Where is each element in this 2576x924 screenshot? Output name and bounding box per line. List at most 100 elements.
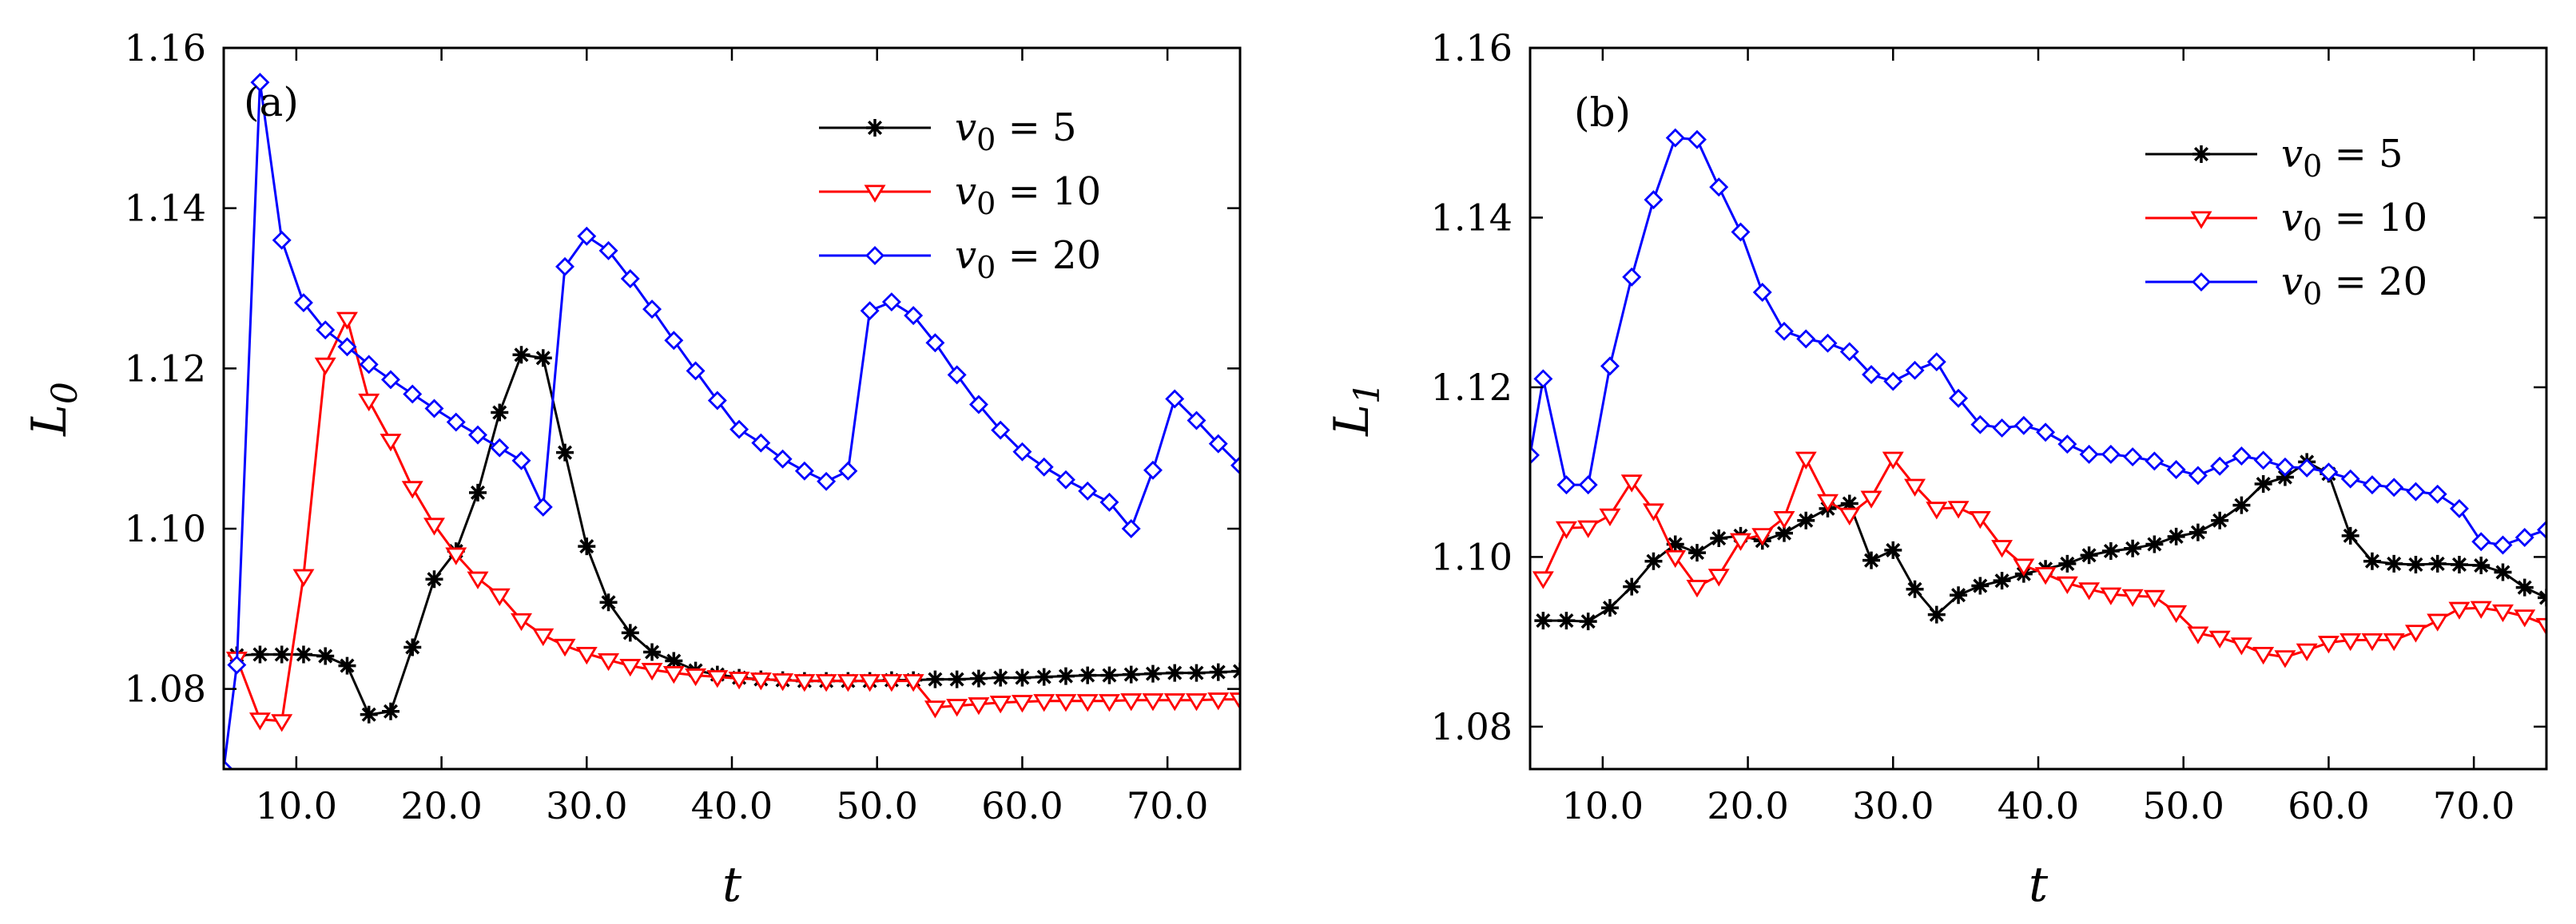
series-2-point: [1055, 470, 1075, 490]
series-2-point: [1862, 365, 1882, 384]
legend-sub: 0: [976, 186, 996, 221]
series-1-point: [554, 638, 576, 657]
x-axis-label: t: [722, 857, 742, 913]
series-1-point: [467, 571, 489, 589]
series-0-point: [1775, 524, 1793, 542]
series-2-point: [2123, 447, 2143, 467]
series-1-point: [358, 393, 380, 412]
series-1-point: [685, 668, 707, 687]
series-1-point: [314, 357, 336, 376]
series-2-point: [686, 361, 706, 381]
series-1-point: [706, 670, 729, 688]
series-2-point: [1012, 442, 1032, 462]
series-1-point: [2427, 613, 2449, 632]
legend-marker-1: [2190, 211, 2212, 229]
series-0-point: [665, 652, 683, 670]
series-1-point: [2187, 626, 2209, 644]
series-2-point: [424, 399, 444, 418]
x-tick-label: 30.0: [546, 784, 627, 827]
series-1-point: [598, 652, 620, 672]
series-2-point: [1926, 352, 1946, 372]
legend-var: v: [2281, 260, 2303, 304]
series-1: [225, 311, 1240, 732]
series-1-point: [1011, 695, 1033, 713]
series-2-point: [1949, 388, 1969, 408]
series-2-point: [2232, 446, 2252, 466]
legend-marker-2: [2192, 272, 2211, 291]
y-tick-label: 1.16: [1431, 26, 1513, 69]
series-0-point: [948, 670, 966, 688]
series-1-point: [1186, 693, 1207, 712]
series-1-point: [815, 674, 837, 692]
series-2-point: [707, 391, 727, 410]
series-1-point: [1860, 490, 1882, 509]
series-2: [1530, 128, 2546, 555]
series-1-point: [248, 712, 271, 731]
legend-entry-1: v0 = 10: [955, 169, 1101, 221]
series-0-point: [2188, 523, 2207, 541]
legend-sub: 0: [2303, 149, 2322, 184]
series-0-point: [969, 669, 988, 688]
series-2-point: [337, 337, 357, 357]
x-tick-label: 50.0: [2143, 784, 2224, 827]
series-0-point: [272, 645, 291, 664]
series-1-point: [1163, 693, 1186, 712]
series-1-point: [641, 663, 663, 681]
series-1-point: [423, 518, 445, 536]
y-tick-label: 1.08: [125, 668, 206, 711]
series-0-point: [1840, 494, 1858, 513]
series-1-point: [1076, 694, 1099, 712]
series-2-point: [904, 306, 924, 326]
series-1-point: [1730, 533, 1751, 551]
series-2-point: [1187, 410, 1207, 430]
series-0-point: [599, 593, 618, 612]
series-1-point: [1620, 474, 1643, 493]
series-1-point: [1882, 451, 1904, 470]
series-1-point: [2296, 643, 2318, 661]
y-axis-label-main: L: [22, 404, 78, 437]
series-2-point: [881, 292, 901, 312]
series-2-point: [1752, 282, 1772, 302]
series-2-point: [2493, 535, 2513, 555]
series-2-point: [664, 331, 684, 351]
series-0-point: [1187, 664, 1206, 682]
y-axis-label: L0: [22, 382, 85, 437]
series-2-point: [468, 425, 487, 445]
series-1-point: [2165, 605, 2188, 624]
series-1-point: [2514, 609, 2536, 628]
series-0-point: [2124, 539, 2142, 557]
series-0-point: [2450, 555, 2468, 573]
legend-var: v: [955, 169, 976, 214]
series-2-point: [2537, 520, 2546, 540]
series-0-point: [1035, 668, 1053, 686]
series-1-point: [1839, 507, 1861, 525]
legend-sub: 0: [976, 122, 996, 157]
series-1-point: [445, 547, 467, 565]
panel-label: (a): [244, 79, 299, 125]
series-0-point: [534, 349, 552, 367]
panel-label: (b): [1574, 89, 1631, 136]
series-1-point: [1664, 549, 1687, 569]
y-axis-label: L1: [1324, 382, 1388, 437]
series-1-point: [1817, 494, 1839, 512]
series-2-point: [1796, 329, 1816, 349]
series-0-point: [926, 670, 944, 688]
y-axis-label-sub: 1: [1347, 382, 1388, 404]
legend-rest: = 5: [2322, 132, 2403, 176]
series-1-point: [1947, 501, 1970, 519]
series-2-point: [1121, 519, 1141, 538]
series-0-point: [2211, 511, 2229, 529]
series-2-point: [227, 655, 247, 675]
y-tick-label: 1.12: [1431, 366, 1513, 409]
series-1-point: [1229, 692, 1240, 711]
series-2-point: [1839, 342, 1859, 362]
series-0-point: [425, 570, 443, 589]
series-1-point: [1642, 503, 1664, 521]
series-2-point: [2471, 532, 2491, 552]
series-2-point: [642, 299, 662, 319]
series-0-point: [316, 647, 335, 665]
series-0-point: [1666, 535, 1684, 553]
series-1-point: [968, 697, 990, 716]
